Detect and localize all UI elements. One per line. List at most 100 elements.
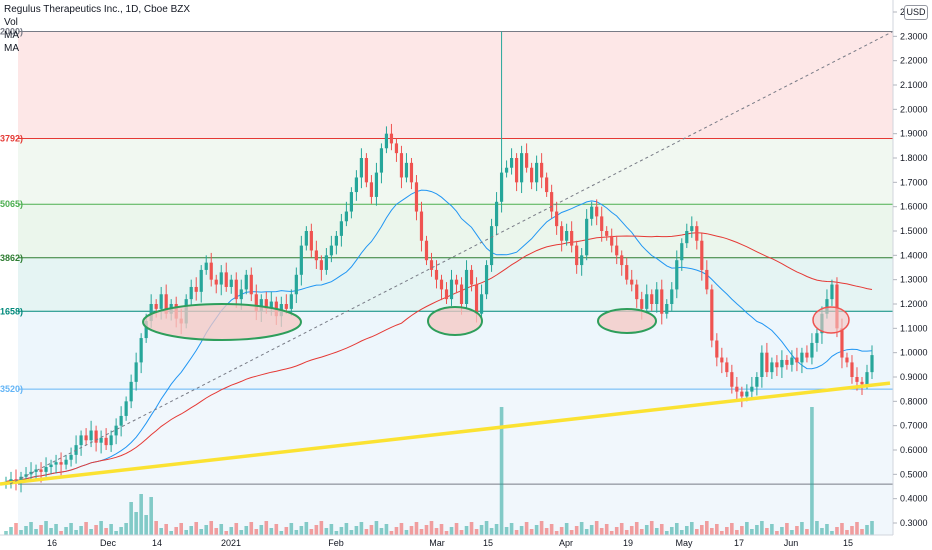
candle-body — [374, 172, 379, 197]
volume-bar — [59, 531, 63, 535]
candle — [204, 255, 208, 275]
volume-bar — [484, 521, 489, 535]
candle — [695, 221, 699, 250]
candle-body — [550, 192, 554, 212]
volume-bar — [499, 407, 504, 535]
volume-bar — [464, 526, 469, 535]
volume-bar — [785, 523, 789, 535]
volume-bar — [539, 521, 544, 535]
price-tick-label: 1.3000 — [900, 275, 928, 285]
candle — [84, 428, 88, 446]
candle-body — [545, 177, 549, 193]
candle-body — [314, 250, 318, 261]
candle — [344, 201, 348, 227]
candle-body — [489, 226, 494, 266]
volume-bar — [94, 525, 98, 535]
volume-bar — [604, 524, 609, 535]
candle — [760, 345, 764, 388]
volume-bar — [795, 526, 799, 535]
time-tick-label: Mar — [429, 538, 445, 548]
volume-bar — [765, 528, 769, 535]
candle — [484, 260, 489, 300]
volume-bar — [384, 524, 389, 535]
candle-body — [825, 299, 829, 314]
ma-slow-line — [5, 232, 873, 483]
candle — [314, 240, 318, 269]
candle — [209, 252, 213, 287]
candle-body — [154, 304, 158, 309]
candle — [69, 447, 73, 467]
candle-body — [540, 162, 544, 178]
candle-body — [69, 454, 73, 460]
candle-body — [625, 265, 629, 280]
candle — [469, 265, 474, 292]
candle — [449, 269, 454, 306]
volume-bar — [89, 529, 93, 535]
candle-body — [865, 372, 869, 385]
candle — [585, 209, 589, 261]
candle — [770, 357, 774, 379]
candle-body — [339, 221, 343, 236]
candle-body — [575, 245, 579, 266]
candle — [289, 289, 293, 316]
price-tick-label: 1.9000 — [900, 129, 928, 139]
candle — [129, 374, 133, 409]
candle — [339, 213, 343, 247]
candle — [374, 162, 379, 206]
candle — [9, 471, 13, 489]
symbol-title[interactable]: Regulus Therapeutics Inc., 1D, Cboe BZX — [4, 4, 191, 15]
candle-body — [139, 338, 143, 363]
candle-body — [750, 386, 754, 392]
candle — [399, 145, 404, 189]
ma-indicator-label[interactable]: MA — [4, 30, 19, 41]
candle-body — [329, 245, 333, 256]
volume-bar — [219, 524, 224, 535]
volume-bar — [519, 526, 524, 535]
candle — [740, 386, 744, 408]
candle-body — [494, 201, 499, 227]
volume-bar — [755, 525, 759, 535]
candle-body — [439, 279, 444, 290]
candle — [294, 267, 298, 304]
candle-body — [79, 435, 83, 446]
candle — [29, 462, 33, 482]
price-tick-label: 1.7000 — [900, 177, 928, 187]
fib-bands — [18, 31, 893, 535]
candle-body — [840, 328, 844, 358]
vol-indicator-label[interactable]: Vol — [4, 17, 18, 28]
candle-body — [760, 352, 764, 377]
candle-body — [384, 133, 389, 149]
price-tick-label: 1.4000 — [900, 250, 928, 260]
candle — [660, 279, 664, 325]
time-tick-label: Dec — [100, 538, 117, 548]
currency-badge[interactable]: USD — [904, 5, 928, 20]
candle-body — [474, 284, 479, 314]
volume-bar — [369, 525, 374, 535]
price-tick-label: 2.0000 — [900, 104, 928, 114]
volume-bar — [434, 528, 439, 535]
volume-bar — [775, 531, 779, 535]
ma-indicator-label-2[interactable]: MA — [4, 43, 19, 54]
candle — [685, 223, 689, 249]
candle-body — [14, 479, 18, 482]
volume-bar — [134, 512, 138, 535]
candle-body — [284, 304, 288, 309]
volume-bar — [810, 407, 814, 535]
candle — [620, 250, 624, 276]
candle-body — [49, 464, 53, 468]
price-tick-label: 1.0000 — [900, 348, 928, 358]
candle — [795, 347, 799, 372]
candle-body — [845, 357, 849, 363]
candle — [725, 357, 729, 377]
volume-bar — [429, 521, 434, 535]
candle-body — [610, 235, 614, 246]
volume-bar — [274, 524, 279, 535]
candle — [439, 274, 444, 301]
candle-body — [159, 294, 163, 309]
candle-body — [605, 231, 609, 236]
volume-bar — [109, 524, 113, 535]
volume-bar — [4, 531, 8, 535]
volume-bar — [409, 526, 414, 535]
fib-level-label-4: 1658) — [0, 306, 23, 316]
